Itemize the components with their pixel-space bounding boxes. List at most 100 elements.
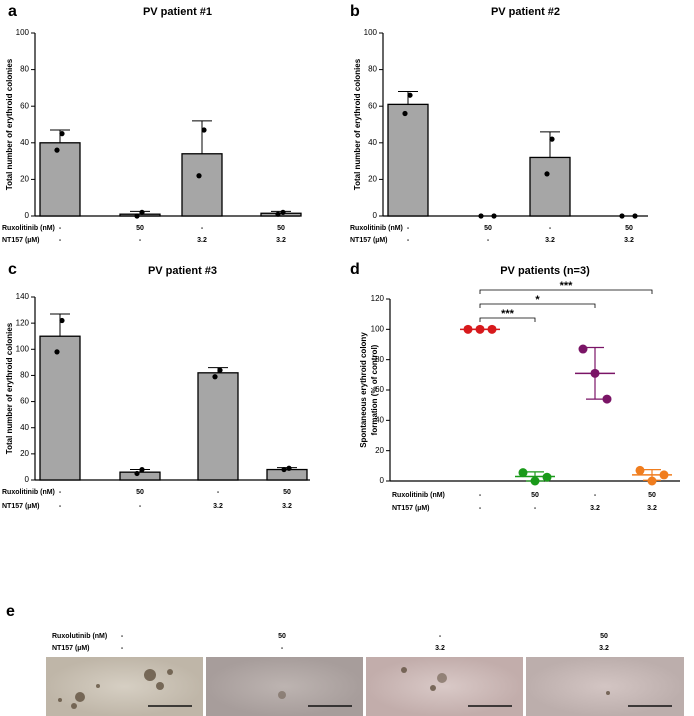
data-point	[54, 147, 60, 153]
data-point	[196, 173, 202, 179]
data-point	[619, 213, 625, 219]
y-axis-label: Spontaneous erythroid colony	[359, 332, 368, 448]
y-tick-label: 80	[20, 65, 29, 74]
y-tick-label: 80	[368, 65, 377, 74]
data-point	[544, 171, 550, 177]
treatment-label: 3.2	[624, 237, 634, 244]
data-point	[549, 136, 555, 142]
y-tick-label: 20	[375, 446, 384, 455]
bar	[181, 153, 223, 217]
bar	[266, 468, 308, 481]
treatment-name: Ruxolitinib (nM)	[392, 492, 445, 499]
treatment-label: -	[594, 492, 597, 499]
bar	[529, 156, 571, 217]
data-point	[281, 466, 287, 473]
data-point	[491, 213, 497, 219]
y-tick-label: 40	[368, 138, 377, 147]
treatment-label: -	[139, 503, 142, 510]
treatment-label: -	[59, 503, 62, 510]
data-point	[518, 468, 528, 478]
treatment-label: -	[217, 489, 220, 496]
data-point	[402, 110, 408, 117]
treatment-name: NT157 (µM)	[52, 645, 89, 652]
bar	[197, 372, 239, 481]
data-point	[139, 209, 145, 215]
micrograph	[206, 657, 363, 716]
data-point	[54, 349, 60, 355]
y-axis-label: Total number of erythroid colonies	[5, 58, 14, 190]
y-tick-label: 60	[375, 385, 384, 394]
data-point	[217, 367, 223, 373]
treatment-label: -	[59, 225, 62, 232]
micrograph	[366, 657, 523, 716]
data-point	[647, 476, 657, 486]
panel-label: c	[8, 261, 17, 278]
treatment-label: 3.2	[276, 237, 286, 244]
chart-title: PV patients (n=3)	[500, 265, 590, 277]
significance-label: *	[535, 294, 540, 306]
treatment-label: 50	[600, 633, 608, 640]
treatment-label: -	[201, 225, 204, 232]
y-tick-label: 0	[25, 211, 30, 220]
treatment-label: 50	[278, 633, 286, 640]
treatment-label: 3.2	[599, 645, 609, 652]
treatment-label: -	[407, 237, 410, 244]
y-axis-label: Total number of erythroid colonies	[353, 58, 362, 190]
y-tick-label: 0	[380, 476, 385, 485]
treatment-label: 50	[277, 225, 285, 232]
treatment-label: 3.2	[590, 505, 600, 512]
treatment-name: NT157 (µM)	[350, 237, 387, 244]
treatment-label: -	[479, 505, 482, 512]
data-point	[212, 374, 218, 380]
chart-title: PV patient #2	[491, 6, 560, 18]
significance-bracket	[479, 317, 536, 322]
treatment-label: -	[439, 633, 442, 640]
treatment-label: 50	[283, 489, 291, 496]
bar	[39, 142, 81, 217]
treatment-label: -	[59, 237, 62, 244]
treatment-label: -	[281, 645, 284, 652]
y-tick-label: 100	[364, 28, 378, 37]
chart-title: PV patient #1	[143, 6, 212, 18]
panel-label: d	[350, 261, 360, 278]
data-point	[407, 92, 413, 98]
data-point	[59, 131, 65, 137]
y-tick-label: 40	[20, 138, 29, 147]
data-point	[487, 324, 497, 334]
y-tick-label: 140	[16, 292, 30, 301]
data-point	[590, 368, 600, 378]
bar	[119, 213, 161, 217]
y-tick-label: 120	[16, 318, 30, 327]
y-tick-label: 40	[375, 415, 384, 424]
micrograph	[526, 657, 684, 716]
treatment-label: -	[407, 225, 410, 232]
y-axis-label: Total number of erythroid colonies	[5, 322, 14, 454]
treatment-label: -	[479, 492, 482, 499]
y-tick-label: 100	[16, 344, 30, 353]
treatment-label: 3.2	[213, 503, 223, 510]
treatment-label: 50	[625, 225, 633, 232]
data-point	[478, 213, 484, 219]
micrograph	[46, 657, 203, 716]
treatment-label: 50	[648, 492, 656, 499]
treatment-label: 3.2	[545, 237, 555, 244]
data-point	[59, 317, 65, 324]
y-tick-label: 20	[20, 449, 29, 458]
bar	[387, 103, 429, 217]
data-point	[602, 394, 612, 404]
y-tick-label: 20	[368, 175, 377, 184]
treatment-label: 50	[136, 489, 144, 496]
treatment-label: -	[534, 505, 537, 512]
data-point	[134, 470, 140, 477]
treatment-label: -	[487, 237, 490, 244]
micrograph-images	[46, 657, 684, 716]
data-point	[134, 213, 140, 219]
significance-label: ***	[501, 308, 515, 320]
y-tick-label: 60	[20, 101, 29, 110]
treatment-name: Ruxolitinib (nM)	[2, 489, 55, 496]
colonies	[58, 667, 610, 709]
y-tick-label: 0	[25, 475, 30, 484]
data-point	[286, 465, 292, 471]
y-tick-label: 120	[371, 294, 385, 303]
